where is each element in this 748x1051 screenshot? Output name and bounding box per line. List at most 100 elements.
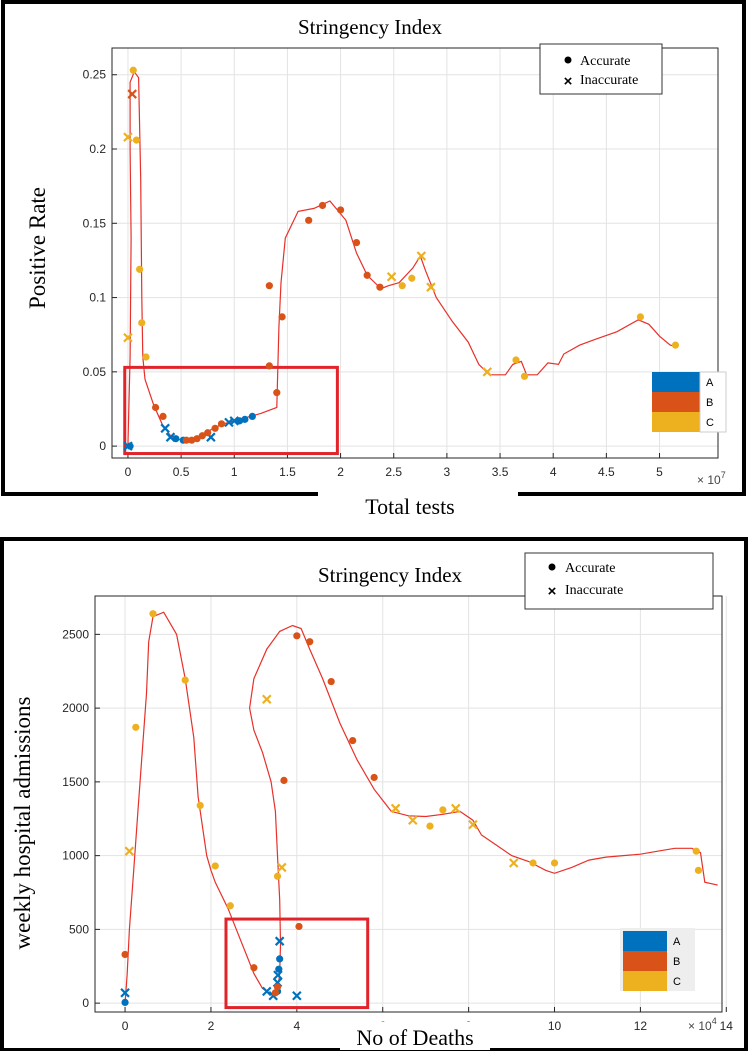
- group-colorbar: A B C: [652, 371, 727, 433]
- data-point-accurate-c: [692, 847, 700, 855]
- x-tick-label: 1: [231, 465, 238, 479]
- legend-inaccurate: Inaccurate: [580, 73, 638, 88]
- data-points: [123, 66, 680, 451]
- data-point-accurate-b: [295, 922, 303, 931]
- legend-box: [539, 43, 663, 95]
- grid: [95, 596, 727, 1012]
- x-tick-label: 4: [550, 465, 557, 479]
- trajectory-line: [127, 70, 676, 447]
- colorbar-label-a: A: [673, 936, 681, 948]
- data-point-accurate-c: [136, 265, 144, 273]
- data-point-inaccurate-a: [229, 416, 240, 426]
- data-point-accurate-b: [151, 403, 160, 412]
- x-tick-label: 2: [337, 465, 344, 479]
- y-tick-label: 0.1: [89, 291, 106, 305]
- data-point-accurate-b: [352, 239, 361, 247]
- legend-box: [524, 552, 714, 610]
- data-point-accurate-c: [132, 136, 141, 144]
- data-point-accurate-b: [217, 420, 226, 428]
- data-points: [120, 610, 702, 1007]
- data-point-accurate-c: [132, 723, 140, 731]
- data-point-inaccurate-b: [127, 89, 137, 99]
- colorbar-swatch-a: [652, 372, 700, 392]
- title-bg: [298, 560, 482, 588]
- data-point-inaccurate-c: [408, 815, 418, 826]
- data-point-accurate-c: [550, 859, 559, 867]
- chart-panel-bottom: 0246810121405001000150020002500 Stringen…: [0, 537, 748, 1051]
- data-point-inaccurate-c: [508, 858, 519, 868]
- colorbar-swatch-a: [623, 931, 667, 951]
- data-point-accurate-c: [273, 872, 282, 880]
- data-point-inaccurate-c: [426, 282, 436, 292]
- data-point-accurate-a: [172, 435, 180, 443]
- data-point-inaccurate-a: [262, 986, 272, 997]
- highlight-box: [123, 365, 339, 456]
- colorbar-label-b: B: [673, 956, 680, 968]
- data-point-inaccurate-a: [160, 423, 170, 434]
- data-point-accurate-c: [211, 862, 219, 870]
- x-tick-label: 2: [208, 1019, 215, 1033]
- data-point-accurate-b: [265, 282, 273, 290]
- colorbar-label-c: C: [673, 976, 681, 988]
- chart-title: Stringency Index: [318, 563, 463, 587]
- x-tick-label: 0.5: [173, 465, 190, 479]
- colorbar-swatch-c: [623, 971, 667, 991]
- data-point-accurate-c: [226, 902, 234, 910]
- data-point-accurate-b: [273, 983, 282, 991]
- x-multiplier: × 104: [688, 1016, 717, 1033]
- legend: Accurate × Inaccurate: [524, 552, 714, 610]
- data-point-inaccurate-c: [482, 367, 493, 377]
- y-tick-label: 1500: [62, 775, 89, 789]
- chart-panel-top: 0 0.5 1 1.5 2 2.5 3 3.5 4 4.5 5 0 0.05 0.1 0.15 0.2 0.25…: [1, 0, 746, 520]
- colorbar-label-b: B: [706, 397, 713, 409]
- group-colorbar: A B C: [620, 928, 695, 991]
- x-tick-label: 12: [634, 1019, 648, 1033]
- colorbar-label-c: C: [706, 417, 714, 429]
- data-point-inaccurate-c: [123, 332, 133, 343]
- data-point-inaccurate-c: [468, 819, 478, 830]
- data-point-accurate-c: [129, 66, 137, 74]
- legend-inaccurate: Inaccurate: [565, 583, 623, 598]
- data-point-accurate-b: [278, 313, 286, 321]
- accurate-marker-icon: [564, 56, 572, 64]
- data-point-accurate-c: [149, 610, 157, 618]
- data-point-accurate-b: [182, 436, 191, 444]
- grid: [112, 48, 718, 458]
- data-point-accurate-b: [376, 283, 384, 291]
- data-point-inaccurate-c: [262, 694, 272, 705]
- data-point-inaccurate-c: [416, 251, 427, 261]
- y-axis-label: weekly hospital admissions: [10, 696, 35, 949]
- data-point-accurate-c: [512, 356, 520, 364]
- data-point-accurate-b: [306, 638, 314, 646]
- legend-accurate: Accurate: [565, 561, 616, 576]
- data-point-accurate-c: [408, 274, 416, 282]
- data-point-accurate-b: [250, 964, 258, 972]
- y-tick-label: 0.25: [83, 68, 107, 82]
- data-point-inaccurate-c: [124, 846, 135, 856]
- data-point-accurate-b: [327, 677, 335, 686]
- data-point-inaccurate-a: [292, 990, 302, 1001]
- data-point-accurate-a: [276, 955, 284, 963]
- y-tick-label: 0.15: [83, 216, 107, 230]
- inaccurate-marker-icon: ×: [548, 583, 557, 600]
- colorbar-label-bg: [699, 371, 727, 433]
- accurate-marker-icon: [548, 563, 556, 571]
- x-tick-label: 5: [656, 465, 663, 479]
- data-point-accurate-b: [280, 776, 288, 784]
- colorbar-swatch-b: [652, 392, 700, 412]
- x-tick-label: 0: [122, 1019, 129, 1033]
- data-point-accurate-b: [198, 432, 206, 440]
- legend: Accurate × Inaccurate: [539, 43, 663, 95]
- x-tick-label: 14: [720, 1019, 734, 1033]
- data-point-accurate-c: [142, 353, 150, 361]
- data-point-accurate-a: [275, 965, 283, 973]
- data-point-accurate-a: [248, 412, 256, 421]
- data-point-accurate-b: [121, 950, 129, 959]
- data-point-accurate-b: [159, 412, 167, 421]
- trajectory-line: [124, 611, 718, 1004]
- data-point-inaccurate-c: [386, 271, 397, 282]
- data-point-accurate-c: [426, 822, 434, 830]
- y-tick-label: 500: [69, 922, 89, 936]
- data-point-accurate-c: [529, 859, 537, 867]
